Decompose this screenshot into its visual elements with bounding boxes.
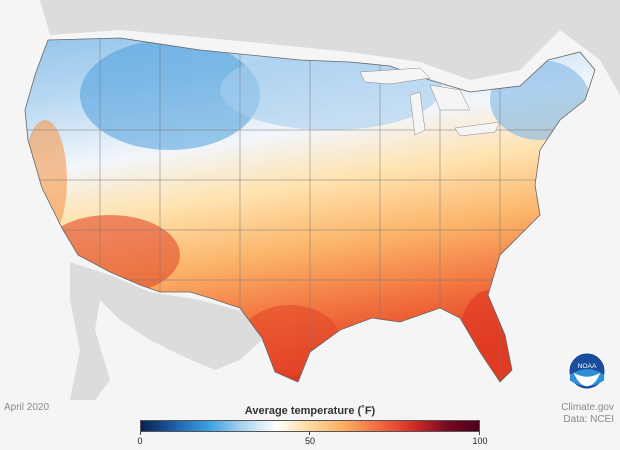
legend-colorbar xyxy=(140,420,480,432)
credit-source: Climate.gov xyxy=(561,402,614,413)
noaa-logo: NOAA xyxy=(568,352,606,390)
noaa-logo-text: NOAA xyxy=(578,363,597,370)
canada-landmass xyxy=(40,0,620,95)
period-label: April 2020 xyxy=(4,402,50,413)
legend-tick-label: 0 xyxy=(137,436,143,446)
credit-block: Climate.gov Data: NCEI xyxy=(561,402,614,426)
mexico-landmass xyxy=(70,262,262,400)
legend-tick-label: 100 xyxy=(472,436,488,446)
credit-data: Data: NCEI xyxy=(563,414,614,425)
legend-tick-mark xyxy=(479,431,480,435)
legend-tick-mark xyxy=(140,431,141,435)
temperature-map xyxy=(24,0,620,400)
great-lakes xyxy=(359,67,501,137)
legend-tick-mark xyxy=(309,431,310,435)
legend-title: Average temperature (˚F) xyxy=(244,405,376,417)
legend-tick-label: 50 xyxy=(304,436,316,446)
